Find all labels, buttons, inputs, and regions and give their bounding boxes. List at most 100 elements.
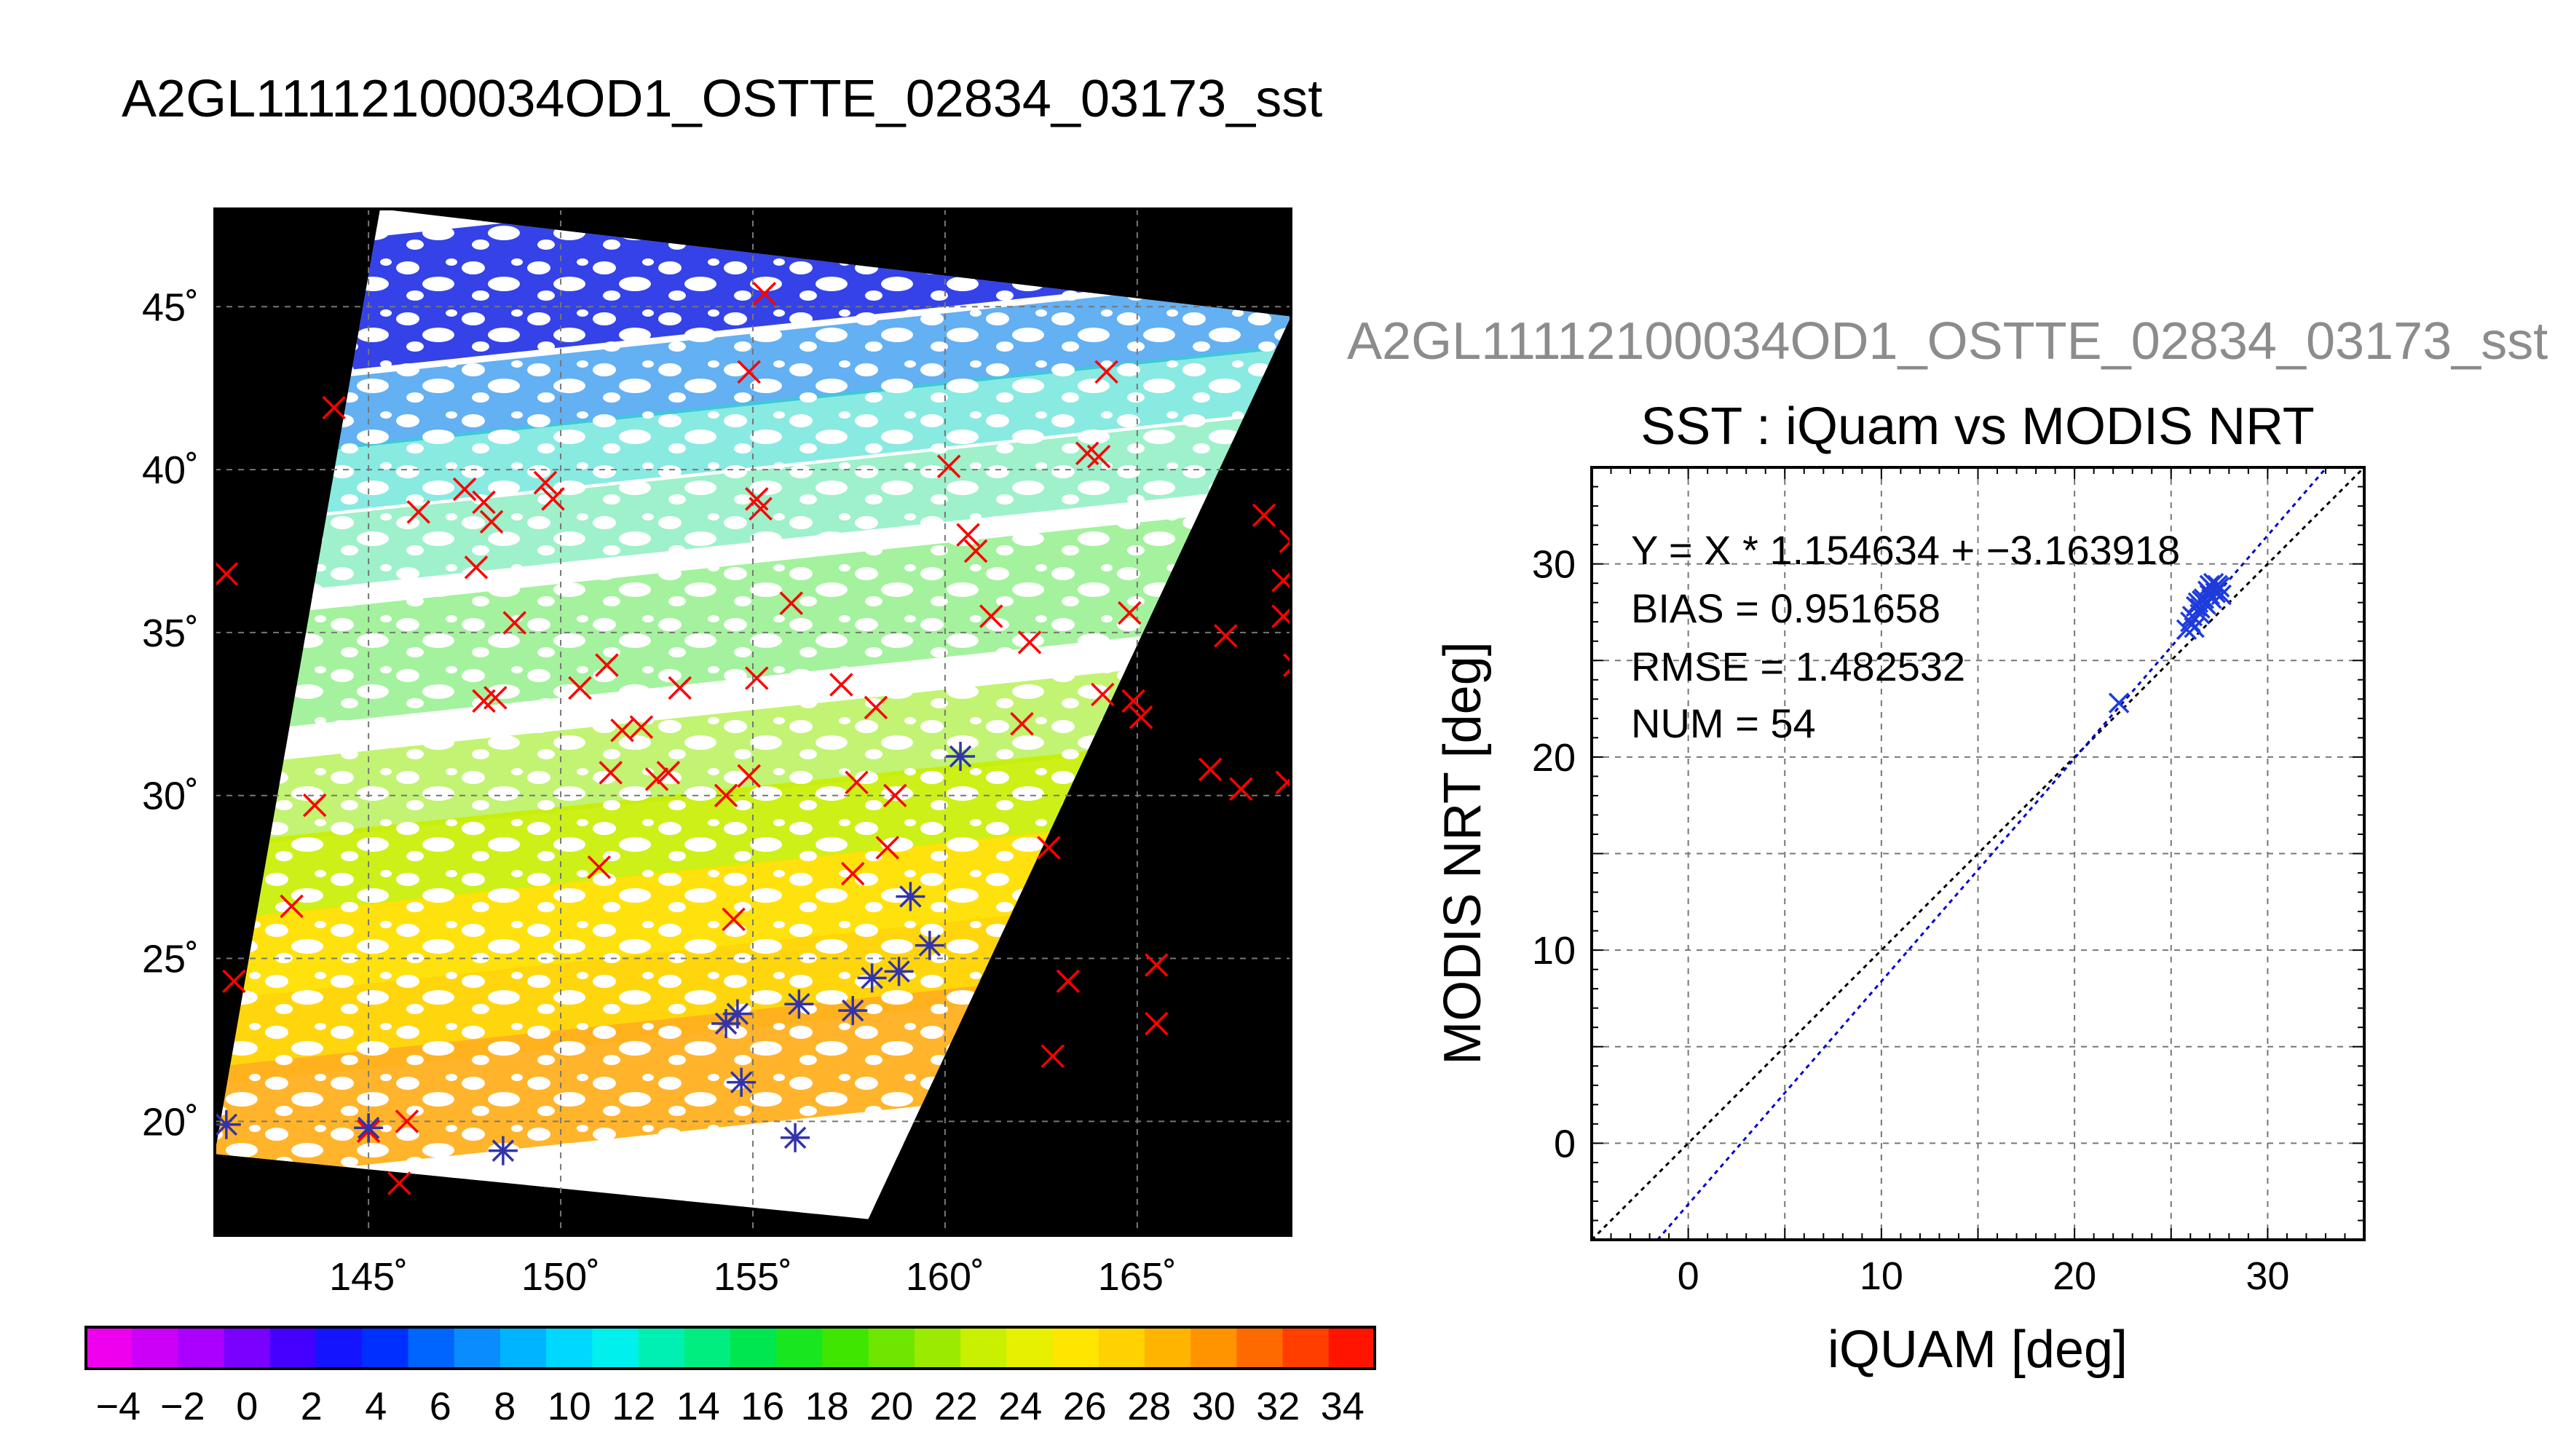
map-x-tick-label: 160˚ — [906, 1255, 984, 1299]
map-marker-x — [541, 487, 565, 511]
map-marker-x — [864, 695, 888, 720]
colorbar-cell — [1006, 1327, 1054, 1369]
map-marker-x — [845, 770, 869, 795]
colorbar-cell — [684, 1327, 731, 1369]
colorbar-cell — [822, 1327, 869, 1369]
colorbar-tick-label: 28 — [1127, 1385, 1171, 1428]
map-marker-x — [1086, 444, 1111, 469]
map-y-tick-label: 20˚ — [142, 1100, 199, 1144]
map-marker-asterisk — [946, 742, 976, 771]
map-marker-x — [610, 718, 634, 743]
map-marker-x — [737, 764, 761, 788]
colorbar-cell — [316, 1327, 363, 1369]
map-marker-x — [979, 604, 1003, 628]
map-marker-x — [464, 555, 489, 579]
map-y-tick-label: 35˚ — [142, 612, 199, 655]
map-marker-asterisk — [884, 957, 914, 986]
colorbar-tick-label: 10 — [548, 1385, 591, 1428]
colorbar-tick-label: 22 — [934, 1385, 978, 1428]
colorbar-cell — [914, 1327, 961, 1369]
map-marker-x — [875, 836, 899, 860]
colorbar-cell — [132, 1327, 179, 1369]
colorbar-tick-label: 34 — [1321, 1385, 1365, 1428]
map-marker-x — [714, 783, 738, 807]
map-marker-x — [280, 894, 304, 919]
map-marker-x — [936, 454, 961, 478]
colorbar-cell — [1144, 1327, 1191, 1369]
colorbar-tick-label: 12 — [612, 1385, 655, 1428]
map-marker-x — [1145, 1011, 1169, 1036]
map-marker-x — [595, 653, 619, 677]
scatter-x-tick-label: 20 — [2053, 1254, 2096, 1298]
map-marker-x — [395, 1109, 419, 1133]
map-marker-x — [387, 1171, 411, 1195]
colorbar-tick-label: 32 — [1256, 1385, 1300, 1428]
map-marker-x — [479, 510, 504, 534]
map-marker-x — [722, 907, 746, 932]
colorbar-cell — [592, 1327, 639, 1369]
scatter-points — [2108, 572, 2232, 713]
colorbar-cell — [776, 1327, 824, 1369]
map-frame — [213, 207, 1292, 1237]
colorbar-cell — [224, 1327, 271, 1369]
scatter-point — [2208, 577, 2230, 598]
colorbar-cell — [638, 1327, 685, 1369]
scatter-point — [2180, 611, 2201, 633]
colorbar-cell — [730, 1327, 778, 1369]
map-title: A2GL11112100034OD1_OSTTE_02834_03173_sst — [122, 70, 1323, 128]
num-stat: NUM = 54 — [1631, 700, 1816, 746]
map-marker-x — [599, 761, 623, 785]
colorbar-tick-label: 24 — [998, 1385, 1042, 1428]
scatter-tick-labels: 0 10 20 30 0 10 20 30 — [1532, 543, 2289, 1298]
map-marker-asterisk — [784, 989, 814, 1019]
sst-map: 145˚ 150˚ 155˚ 160˚ 165˚ 20˚ 25˚ 30˚ 35˚ 40˚ 45˚ — [142, 207, 1292, 1299]
map-marker-x — [963, 539, 988, 563]
map-marker-asterisk — [838, 996, 868, 1026]
map-marker-x — [668, 676, 692, 700]
map-marker-asterisk — [354, 1113, 384, 1143]
x-axis-label: iQUAM [deg] — [1828, 1321, 2128, 1379]
scatter-y-tick-label: 10 — [1532, 929, 1576, 973]
colorbar-cell — [1328, 1327, 1375, 1369]
map-x-tick-label: 155˚ — [714, 1255, 792, 1299]
colorbar-tick-label: 30 — [1192, 1385, 1236, 1428]
map-marker-asterisk — [727, 1067, 757, 1097]
map-marker-x — [1010, 712, 1034, 736]
colorbar-cell — [454, 1327, 501, 1369]
map-y-tick-label: 30˚ — [142, 775, 199, 818]
scatter-y-tick-label: 30 — [1532, 543, 1576, 587]
colorbar-cell — [1282, 1327, 1330, 1369]
scatter-point — [2108, 692, 2130, 713]
map-marker-x — [656, 761, 681, 785]
scatter-x-tick-label: 10 — [1860, 1254, 1903, 1298]
map-marker-x — [472, 490, 496, 515]
colorbar-tick-label: 14 — [676, 1385, 720, 1428]
map-marker-x — [841, 861, 865, 886]
map-marker-x — [629, 715, 654, 739]
colorbar-tick-label: 0 — [236, 1385, 258, 1428]
map-marker-x — [1121, 689, 1145, 713]
map-marker-x — [883, 783, 907, 807]
map-marker-x — [1283, 653, 1291, 677]
map-y-tick-label: 45˚ — [142, 285, 199, 329]
colorbar-frame — [84, 1326, 1376, 1370]
map-marker-x — [1056, 969, 1081, 994]
map-marker-x — [829, 673, 853, 697]
map-marker-x — [502, 611, 526, 635]
map-marker-asterisk — [488, 1136, 518, 1166]
map-marker-x — [1037, 836, 1061, 860]
colorbar-cell — [499, 1327, 547, 1369]
scatter-plot: SST : iQuam vs MODIS NRT 0 10 20 300102030 … — [1434, 397, 2366, 1379]
map-marker-x — [483, 686, 508, 710]
map-marker-x — [779, 591, 804, 615]
colorbar-tick-label: 4 — [365, 1385, 387, 1428]
colorbar-cell — [408, 1327, 455, 1369]
map-marker-x — [568, 676, 592, 700]
map-marker-asterisk — [722, 999, 752, 1029]
scatter-title: SST : iQuam vs MODIS NRT — [1640, 397, 2315, 456]
map-marker-x — [222, 969, 246, 994]
colorbar-tick-label: −4 — [95, 1385, 141, 1428]
map-marker-x — [533, 470, 558, 495]
scatter-y-tick-label: 20 — [1532, 736, 1576, 780]
